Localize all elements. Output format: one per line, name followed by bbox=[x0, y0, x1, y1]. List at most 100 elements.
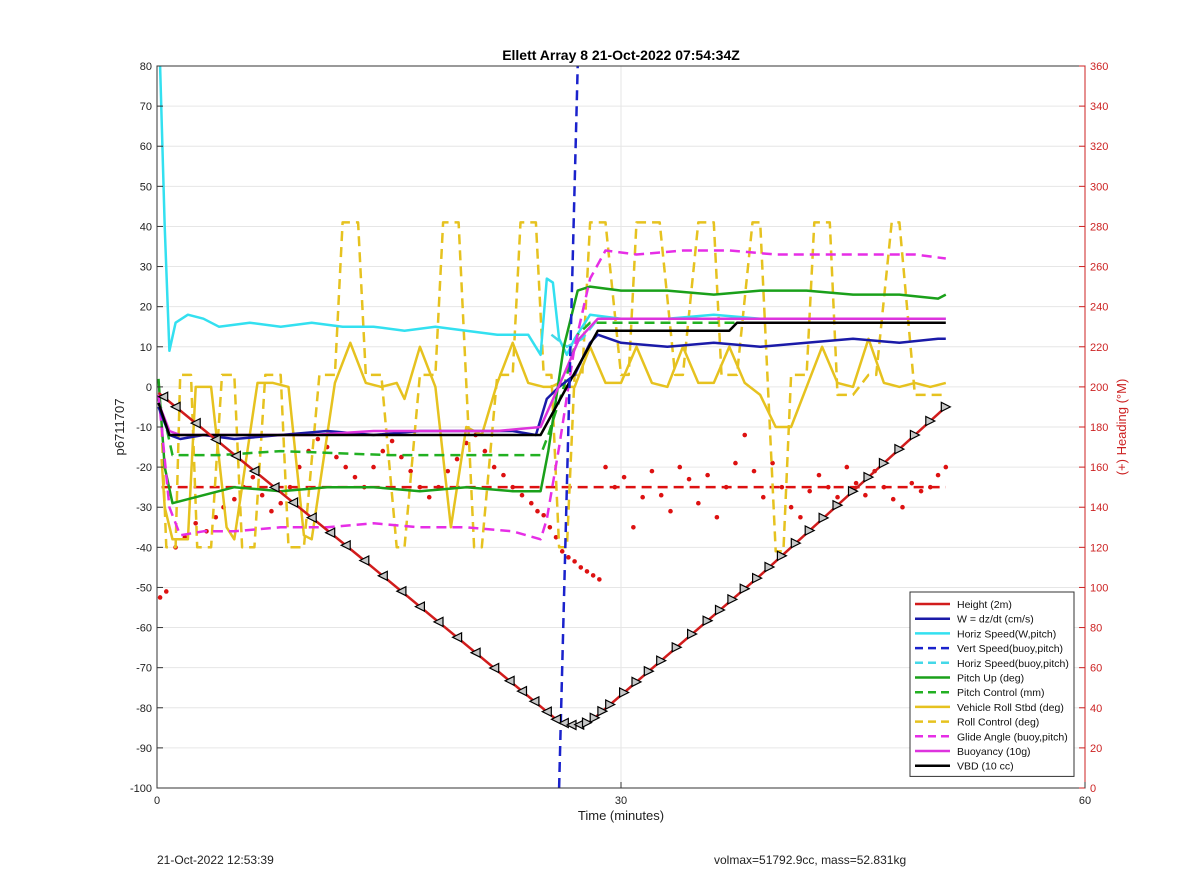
climb-marker bbox=[863, 471, 875, 483]
heading-point bbox=[519, 492, 525, 498]
y-tick-label: -40 bbox=[136, 542, 152, 554]
dive-marker bbox=[189, 417, 201, 429]
legend-box bbox=[909, 591, 1075, 777]
climb-marker bbox=[847, 485, 859, 497]
heading-point bbox=[491, 464, 497, 470]
legend-label-vehicle-roll-stbd-deg: Vehicle Roll Stbd (deg) bbox=[957, 702, 1064, 714]
dive-marker bbox=[414, 601, 425, 613]
climb-marker bbox=[643, 665, 655, 677]
right-tick-label: 340 bbox=[1090, 101, 1108, 113]
dive-marker bbox=[557, 717, 569, 729]
climb-marker bbox=[589, 712, 601, 724]
y-tick-label: -20 bbox=[136, 462, 152, 474]
heading-point bbox=[686, 476, 692, 482]
x-tick-label: 0 bbox=[154, 795, 160, 807]
heading-point bbox=[193, 520, 198, 526]
dive-marker bbox=[432, 616, 444, 628]
dive-marker bbox=[157, 391, 169, 403]
right-tick-label: 280 bbox=[1090, 221, 1108, 233]
y-tick-label: 0 bbox=[146, 382, 152, 394]
dive-marker bbox=[268, 481, 280, 493]
heading-point bbox=[380, 448, 386, 454]
heading-point bbox=[935, 472, 941, 478]
dive-marker bbox=[209, 434, 221, 445]
heading-point bbox=[798, 514, 803, 520]
heading-point bbox=[631, 524, 636, 530]
marker-layer bbox=[157, 391, 952, 731]
right-tick-label: 220 bbox=[1090, 342, 1108, 354]
y-tick-label: -90 bbox=[136, 743, 152, 755]
heading-point bbox=[566, 555, 571, 560]
heading-point bbox=[535, 508, 540, 514]
heading-point bbox=[278, 500, 284, 506]
series-height-2m bbox=[157, 391, 947, 728]
heading-point bbox=[482, 448, 488, 454]
dive-marker bbox=[287, 497, 299, 508]
y-tick-label: -30 bbox=[136, 502, 152, 514]
heading-point bbox=[389, 438, 395, 444]
heading-point bbox=[677, 464, 683, 470]
heading-point bbox=[900, 504, 905, 510]
y-tick-label: -50 bbox=[136, 582, 152, 594]
climb-marker bbox=[605, 699, 617, 710]
y-tick-label: -10 bbox=[136, 422, 152, 434]
climb-marker bbox=[714, 604, 726, 616]
dive-marker bbox=[550, 713, 562, 725]
y-tick-label: 50 bbox=[140, 181, 152, 193]
heading-point bbox=[572, 559, 577, 564]
right-tick-label: 80 bbox=[1090, 623, 1102, 635]
y-tick-label: 70 bbox=[140, 101, 152, 113]
legend-label-horiz-speed-w-pitch: Horiz Speed(W,pitch) bbox=[957, 628, 1056, 640]
heading-point bbox=[343, 464, 348, 470]
right-tick-label: 40 bbox=[1090, 703, 1102, 715]
heading-point bbox=[232, 496, 237, 502]
right-tick-label: 360 bbox=[1090, 61, 1108, 73]
heading-point bbox=[213, 514, 219, 520]
heading-point bbox=[578, 565, 584, 570]
heading-point bbox=[250, 474, 256, 480]
y-tick-label: 60 bbox=[140, 141, 152, 153]
dive-marker bbox=[469, 647, 481, 659]
right-tick-label: 0 bbox=[1090, 783, 1096, 795]
right-tick-label: 20 bbox=[1090, 743, 1102, 755]
climb-marker bbox=[727, 593, 739, 605]
right-tick-label: 140 bbox=[1090, 502, 1108, 514]
climb-marker bbox=[878, 457, 890, 469]
footer-volmax-mass: volmax=51792.9cc, mass=52.831kg bbox=[714, 853, 907, 867]
heading-point bbox=[163, 589, 169, 594]
dive-marker bbox=[488, 662, 500, 674]
heading-point bbox=[371, 464, 376, 470]
climb-marker bbox=[818, 512, 830, 524]
climb-marker bbox=[671, 641, 683, 653]
legend-label-pitch-control-mm: Pitch Control (mm) bbox=[957, 687, 1045, 699]
series-pitch-up-deg bbox=[157, 285, 947, 505]
heading-point bbox=[445, 468, 451, 474]
dive-marker bbox=[324, 527, 336, 539]
heading-point bbox=[943, 464, 949, 470]
series-roll-control-deg bbox=[160, 221, 946, 553]
dive-marker bbox=[305, 512, 317, 524]
climb-marker bbox=[909, 429, 921, 441]
dive-marker bbox=[395, 585, 407, 597]
heading-point bbox=[909, 480, 915, 486]
y-tick-label: -60 bbox=[136, 623, 152, 635]
heading-point bbox=[751, 468, 757, 474]
heading-point bbox=[640, 494, 645, 500]
legend-label-horiz-speed-buoy-pitch: Horiz Speed(buoy,pitch) bbox=[957, 658, 1069, 670]
chart-title: Ellett Array 8 21-Oct-2022 07:54:34Z bbox=[502, 47, 740, 63]
dive-marker bbox=[503, 675, 515, 687]
heading-point bbox=[408, 468, 413, 474]
series-pitch-control-mm bbox=[157, 321, 946, 457]
heading-point bbox=[528, 500, 534, 506]
dive-marker bbox=[358, 555, 370, 566]
y-tick-label: -70 bbox=[136, 663, 152, 675]
y-tick-label: 30 bbox=[140, 262, 152, 274]
right-tick-label: 180 bbox=[1090, 422, 1108, 434]
heading-point bbox=[733, 460, 738, 466]
dive-marker bbox=[169, 401, 181, 413]
y-tick-label: 80 bbox=[140, 61, 152, 73]
heading-point bbox=[597, 577, 602, 582]
climb-marker bbox=[894, 443, 906, 455]
series-w-dz-dt-cm-s bbox=[157, 333, 946, 441]
right-axis-label: (+) Heading (°M) bbox=[1114, 379, 1129, 476]
